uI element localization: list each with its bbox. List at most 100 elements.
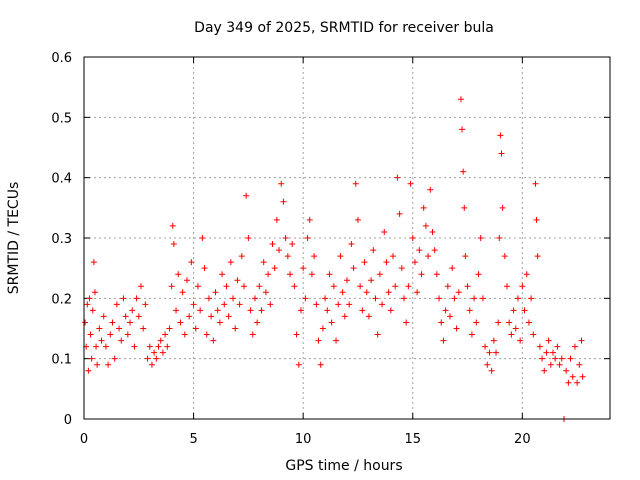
data-point [151, 349, 158, 356]
data-point [510, 307, 517, 314]
y-tick-label: 0.6 [51, 51, 72, 66]
data-point [157, 337, 164, 344]
data-point [532, 180, 539, 187]
data-point [533, 216, 540, 223]
data-point [462, 253, 469, 260]
data-point [508, 331, 515, 338]
data-point [433, 271, 440, 278]
data-point [173, 307, 180, 314]
data-point [411, 259, 418, 266]
data-point [352, 180, 359, 187]
data-point [144, 355, 151, 362]
data-point [400, 295, 407, 302]
data-point [273, 216, 280, 223]
data-point [337, 253, 344, 260]
data-point [554, 343, 561, 350]
x-axis-label: GPS time / hours [285, 458, 402, 474]
data-point [102, 343, 109, 350]
data-point [109, 319, 116, 326]
data-point [190, 301, 197, 308]
data-point [326, 271, 333, 278]
data-point [359, 307, 366, 314]
data-point [284, 253, 291, 260]
data-point [479, 295, 486, 302]
data-point [276, 247, 283, 254]
data-point [142, 301, 149, 308]
data-point [86, 295, 93, 302]
data-point [311, 253, 318, 260]
data-point [449, 265, 456, 272]
data-point [113, 301, 120, 308]
data-point [131, 343, 138, 350]
data-point [455, 289, 462, 296]
data-point [365, 313, 372, 320]
data-point [188, 259, 195, 266]
chart-title: Day 349 of 2025, SRMTID for receiver bul… [194, 20, 494, 36]
data-point [350, 265, 357, 272]
data-point [459, 126, 466, 133]
data-point [416, 247, 423, 254]
axis-ticks: 0 0.1 0.2 0.3 0.4 0.5 0.6 0 5 10 15 20 [51, 51, 610, 447]
data-point [425, 253, 432, 260]
data-point [278, 180, 285, 187]
data-point [258, 307, 265, 314]
data-point [381, 228, 388, 235]
data-point [468, 331, 475, 338]
data-point [199, 235, 206, 241]
data-point [475, 271, 482, 278]
data-point [133, 295, 140, 302]
data-point [287, 271, 294, 278]
data-point [282, 235, 289, 241]
data-point [212, 289, 219, 296]
data-point [223, 283, 230, 290]
data-point [341, 313, 348, 320]
data-point [512, 325, 519, 332]
y-tick-label: 0.3 [51, 232, 72, 247]
data-point [431, 247, 438, 254]
data-point [461, 204, 468, 211]
data-point [407, 180, 414, 187]
data-point [227, 259, 234, 266]
data-point [159, 349, 166, 356]
data-point [506, 319, 513, 326]
data-point [414, 289, 421, 296]
data-point [137, 283, 144, 290]
data-point [464, 283, 471, 290]
data-point [335, 301, 342, 308]
data-point [501, 253, 508, 260]
data-point [88, 355, 95, 362]
data-point [201, 265, 208, 272]
data-point [361, 259, 368, 266]
data-point [370, 247, 377, 254]
data-point [552, 355, 559, 362]
data-point [208, 313, 215, 320]
data-point [484, 361, 491, 368]
data-point [164, 343, 171, 350]
data-point [90, 259, 97, 266]
data-point [565, 379, 572, 386]
data-point [539, 355, 546, 362]
data-point [418, 271, 425, 278]
data-point [383, 259, 390, 266]
data-point [155, 343, 162, 350]
x-tick-label: 20 [514, 432, 531, 447]
data-point [530, 331, 537, 338]
data-point [387, 307, 394, 314]
data-point [495, 319, 502, 326]
data-point [482, 343, 489, 350]
y-tick-label: 0.2 [51, 292, 72, 307]
data-point [122, 313, 129, 320]
data-point [135, 313, 142, 320]
data-point [254, 319, 261, 326]
data-point [232, 325, 239, 332]
data-point [427, 186, 434, 193]
data-point [409, 235, 416, 241]
data-point [91, 289, 98, 296]
data-point [186, 313, 193, 320]
y-tick-label: 0 [64, 413, 72, 428]
data-point [184, 277, 191, 284]
data-point [322, 295, 329, 302]
data-point [390, 253, 397, 260]
data-point [214, 307, 221, 314]
data-point [140, 325, 147, 332]
